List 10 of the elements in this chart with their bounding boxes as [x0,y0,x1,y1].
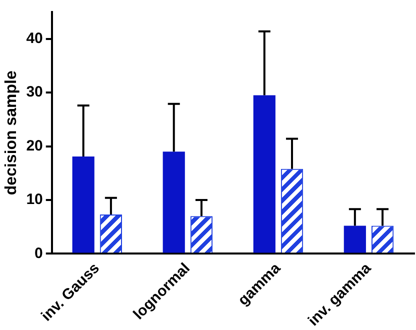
bar [253,95,276,253]
bar [162,152,185,253]
y-tick-label: 20 [26,137,43,154]
y-tick-label: 10 [26,191,43,208]
y-tick-label: 30 [26,84,43,101]
y-tick-label: 40 [26,30,43,47]
bar [72,156,94,253]
y-axis-title: decision sample [3,70,20,196]
bar [344,226,366,253]
y-tick-label: 0 [34,244,43,262]
